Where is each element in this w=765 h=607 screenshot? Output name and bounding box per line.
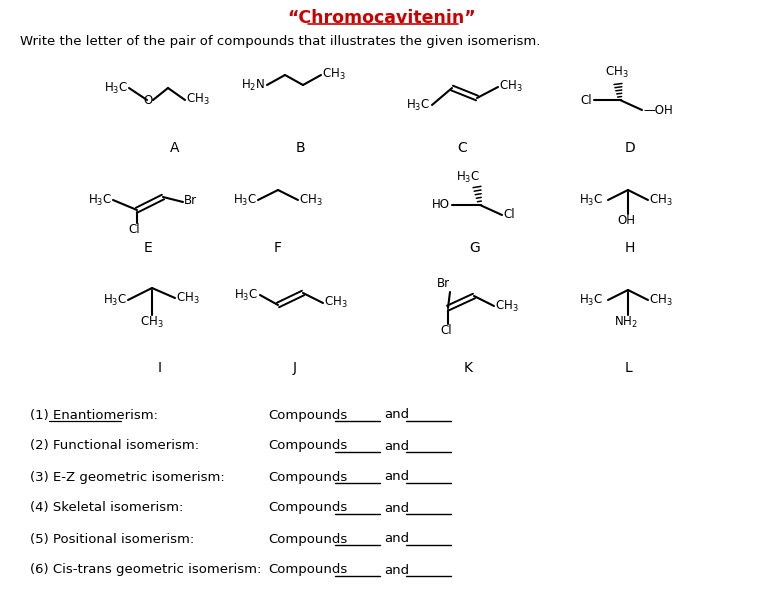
Text: Write the letter of the pair of compounds that illustrates the given isomerism.: Write the letter of the pair of compound… [20,35,540,49]
Text: CH$_3$: CH$_3$ [176,291,200,305]
Text: and: and [384,439,409,452]
Text: (1) Enantiomerism:: (1) Enantiomerism: [30,409,158,421]
Text: H$_3$C: H$_3$C [88,192,112,208]
Text: H$_3$C: H$_3$C [406,98,430,112]
Text: G: G [470,241,480,255]
Text: F: F [274,241,282,255]
Text: (4) Skeletal isomerism:: (4) Skeletal isomerism: [30,501,184,515]
Text: (5) Positional isomerism:: (5) Positional isomerism: [30,532,194,546]
Text: H$_3$C: H$_3$C [579,192,603,208]
Text: and: and [384,532,409,546]
Text: H$_3$C: H$_3$C [103,293,127,308]
Text: CH$_3$: CH$_3$ [605,65,629,80]
Text: CH$_3$: CH$_3$ [186,92,210,107]
Text: NH$_2$: NH$_2$ [614,315,638,330]
Text: Compounds: Compounds [268,470,347,484]
Text: CH$_3$: CH$_3$ [495,299,519,314]
Text: (6) Cis-trans geometric isomerism:: (6) Cis-trans geometric isomerism: [30,563,262,577]
Text: Compounds: Compounds [268,409,347,421]
Text: and: and [384,409,409,421]
Text: —OH: —OH [643,104,672,117]
Text: and: and [384,470,409,484]
Text: CH$_3$: CH$_3$ [322,66,346,81]
Text: and: and [384,501,409,515]
Text: H$_3$C: H$_3$C [456,170,480,185]
Text: E: E [144,241,152,255]
Text: J: J [293,361,297,375]
Text: OH: OH [617,214,635,227]
Text: (3) E-Z geometric isomerism:: (3) E-Z geometric isomerism: [30,470,225,484]
Text: and: and [384,563,409,577]
Text: L: L [625,361,633,375]
Text: Cl: Cl [129,223,140,236]
Text: H$_3$C: H$_3$C [104,81,128,95]
Text: (2) Functional isomerism:: (2) Functional isomerism: [30,439,199,452]
Text: A: A [171,141,180,155]
Text: Cl: Cl [581,93,592,106]
Text: B: B [295,141,304,155]
Text: Cl: Cl [503,208,515,222]
Text: Br: Br [184,194,197,208]
Text: CH$_3$: CH$_3$ [140,315,164,330]
Text: CH$_3$: CH$_3$ [324,294,348,310]
Text: Br: Br [437,277,450,290]
Text: D: D [625,141,636,155]
Text: I: I [158,361,162,375]
Text: Compounds: Compounds [268,532,347,546]
Text: “Chromocavitenin”: “Chromocavitenin” [288,9,477,27]
Text: Compounds: Compounds [268,439,347,452]
Text: Compounds: Compounds [268,563,347,577]
Text: K: K [464,361,473,375]
Text: CH$_3$: CH$_3$ [649,293,672,308]
Text: O: O [143,93,153,106]
Text: H$_3$C: H$_3$C [234,288,258,302]
Text: H: H [625,241,636,255]
Text: HO: HO [432,198,450,211]
Text: CH$_3$: CH$_3$ [649,192,672,208]
Text: H$_3$C: H$_3$C [579,293,603,308]
Text: CH$_3$: CH$_3$ [299,192,323,208]
Text: Compounds: Compounds [268,501,347,515]
Text: Cl: Cl [440,324,452,337]
Text: C: C [457,141,467,155]
Text: H$_2$N: H$_2$N [241,78,265,92]
Text: CH$_3$: CH$_3$ [499,78,522,93]
Text: H$_3$C: H$_3$C [233,192,257,208]
